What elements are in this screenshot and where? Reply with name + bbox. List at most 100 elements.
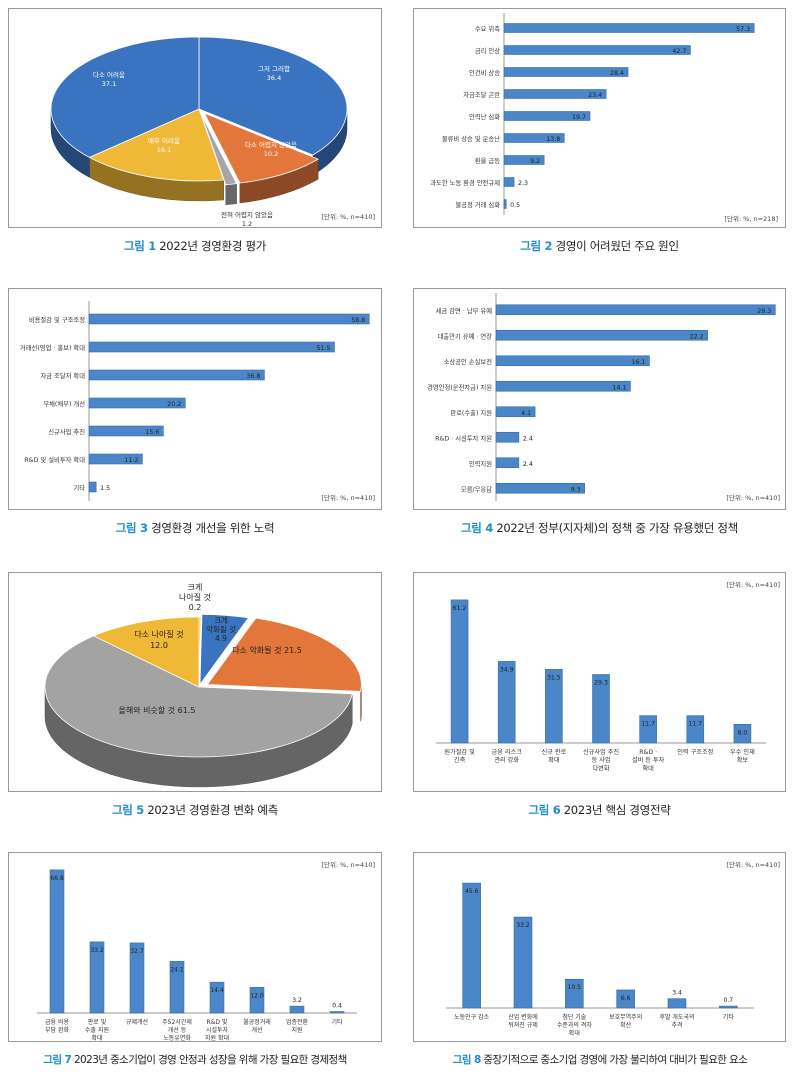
- bar-chart-useful-policies: 세금 감면 · 납부 유예 29.3 대출만기 유예 · 연장 22.2 소상공인 손실…: [427, 293, 780, 502]
- tick-label: 보호무역주의 확산: [609, 1013, 642, 1029]
- figure-title: 경영환경 개선을 위한 노력: [151, 521, 275, 535]
- data-label: 66.8: [50, 875, 64, 882]
- slice-label: 다소 어려움 37.1: [93, 70, 125, 88]
- data-label: 0.5: [510, 202, 520, 209]
- data-label: 0.4: [332, 1003, 342, 1010]
- bar: [88, 481, 97, 493]
- pie-slice: [198, 36, 348, 156]
- figure-caption-2: 그림 2 경영이 어려웠던 주요 원인: [413, 238, 786, 254]
- bar: [169, 961, 185, 1014]
- figure-caption-4: 그림 4 2022년 정부(지자체)의 정책 중 가장 유용했던 정책: [413, 520, 786, 536]
- data-label: 28.4: [610, 70, 624, 77]
- bar: [249, 986, 265, 1014]
- data-label: 14.1: [612, 384, 626, 391]
- data-label: 24.1: [170, 966, 184, 973]
- tick-label: 판로(수출) 지원: [450, 408, 492, 417]
- unit-note: [단위: %, n=410]: [726, 493, 780, 502]
- tick-label: 판로 및 수출 지원 확대: [85, 1018, 109, 1042]
- tick-label: 첨단 기술 수준과의 격차 확대: [557, 1013, 593, 1037]
- bar: [462, 882, 481, 1009]
- bar: [616, 989, 635, 1009]
- data-label: 36.8: [246, 373, 260, 380]
- data-label: 11.2: [124, 457, 138, 464]
- data-label: 6.6: [621, 995, 631, 1002]
- bar: [209, 981, 225, 1014]
- figure-title: 2023년 핵심 경영전략: [563, 803, 671, 817]
- bar: [495, 457, 520, 469]
- tick-label: 수요 위축: [475, 24, 500, 33]
- data-label: 31.5: [547, 674, 561, 681]
- tick-label: 금융 리스크 관리 강화: [491, 748, 522, 764]
- slice-label: 그저 그러함 36.4: [258, 64, 290, 82]
- data-label: 51.5: [316, 345, 330, 352]
- data-label: 2.4: [523, 435, 533, 442]
- bar: [592, 674, 610, 744]
- bar: [503, 133, 565, 143]
- figure-caption-3: 그림 3 경영환경 개선을 위한 노력: [8, 520, 382, 536]
- tick-label: 환율 급등: [475, 156, 500, 165]
- bar: [545, 669, 563, 744]
- pie-slice: [88, 108, 225, 182]
- data-label: 1.5: [100, 485, 110, 492]
- pie-slice: [50, 36, 200, 158]
- bar: [513, 916, 533, 1009]
- chart-panel-6: 61.2 원가절감 및 긴축 34.9 금융 리스크 관리 강화 31.5 신규 판로 확대 29…: [413, 572, 786, 792]
- data-label: 34.9: [500, 666, 514, 673]
- tick-label: 자금조달 곤란: [463, 90, 500, 99]
- data-label: 15.6: [145, 429, 159, 436]
- data-label: 29.3: [757, 308, 771, 315]
- bar: [89, 941, 105, 1014]
- data-label: 0.7: [724, 997, 734, 1004]
- pie-slice-side: [225, 183, 237, 206]
- tick-label: 모름/무응답: [461, 485, 492, 493]
- bar: [503, 177, 515, 187]
- bar: [503, 67, 629, 77]
- bar-chart-longterm-risks: 45.6 노동인구 감소 33.2 산업 변화에 뒤쳐진 규제 10.5 첨단 기술 수준과의…: [446, 860, 780, 1037]
- data-label: 10.5: [568, 984, 582, 991]
- figure-number: 그림 8: [452, 1054, 481, 1066]
- tick-label: 우수 인재 확보: [730, 748, 755, 764]
- bar: [88, 453, 143, 465]
- slice-label: 다소 어렵지 않았음 10.2: [245, 140, 297, 158]
- tick-label: 대출만기 유예 · 연장: [438, 331, 493, 340]
- bar: [503, 45, 691, 55]
- figure-number: 그림 5: [112, 803, 144, 817]
- pie-slice: [203, 112, 320, 184]
- chart-panel-3: 비용절감 및 구조조정 58.8 거래선(영업 · 홍보) 확대 51.5 자금 조달처…: [8, 288, 382, 510]
- tick-label: 인건비 상승: [469, 68, 500, 77]
- bar: [450, 599, 469, 744]
- data-label: 22.2: [690, 333, 704, 340]
- chart-panel-4: 세금 감면 · 납부 유예 29.3 대출만기 유예 · 연장 22.2 소상공인 손실…: [413, 288, 786, 510]
- bar: [667, 998, 687, 1009]
- unit-note: [단위: %, n=410]: [321, 860, 375, 869]
- bar: [88, 341, 335, 353]
- unit-note: [단위: %, n=410]: [726, 580, 780, 589]
- pie-chart-2023-forecast: 크게 나아질 것 0.2 크게 악화될 것 4.9 다소 악화될 것 21.5 올해와 비슷할…: [44, 582, 362, 788]
- slice-label: 올해와 비슷할 것 61.5: [119, 705, 196, 715]
- figure-title: 중장기적으로 중소기업 경영에 가장 불리하여 대비가 필요한 요소: [483, 1054, 748, 1066]
- data-label: 58.8: [351, 317, 365, 324]
- unit-note: [단위: %, n=410]: [321, 212, 375, 221]
- tick-label: 기타: [723, 1013, 735, 1021]
- tick-label: R&D 및 설비투자 확대: [24, 455, 85, 464]
- figure-title: 경영이 어려웠던 주요 원인: [555, 239, 679, 253]
- figure-number: 그림 2: [520, 239, 553, 253]
- tick-label: 세금 감면 · 납부 유예: [436, 306, 493, 315]
- bar: [497, 661, 516, 744]
- data-label: 42.7: [672, 48, 686, 55]
- tick-label: 업종전환 지원: [286, 1018, 309, 1034]
- figure-caption-7: 그림 7 2023년 중소기업이 경영 안정과 성장을 위해 가장 필요한 경제…: [0, 1052, 390, 1067]
- data-label: 9.3: [571, 486, 581, 493]
- bar: [88, 313, 370, 325]
- slice-label: 다소 악화될 것 21.5: [232, 645, 302, 655]
- data-label: 33.2: [90, 947, 104, 954]
- bar: [495, 482, 585, 494]
- data-label: 4.1: [521, 410, 531, 417]
- tick-label: R&D 및 시설투자 지원 확대: [205, 1019, 229, 1042]
- figure-number: 그림 6: [528, 803, 561, 817]
- tick-label: 원가절감 및 긴축: [444, 748, 475, 764]
- chart-panel-8: 45.6 노동인구 감소 33.2 산업 변화에 뒤쳐진 규제 10.5 첨단 기술 수준과의…: [413, 852, 786, 1042]
- bar: [88, 425, 164, 437]
- data-label: 13.8: [546, 136, 560, 143]
- data-label: 14.4: [210, 987, 224, 994]
